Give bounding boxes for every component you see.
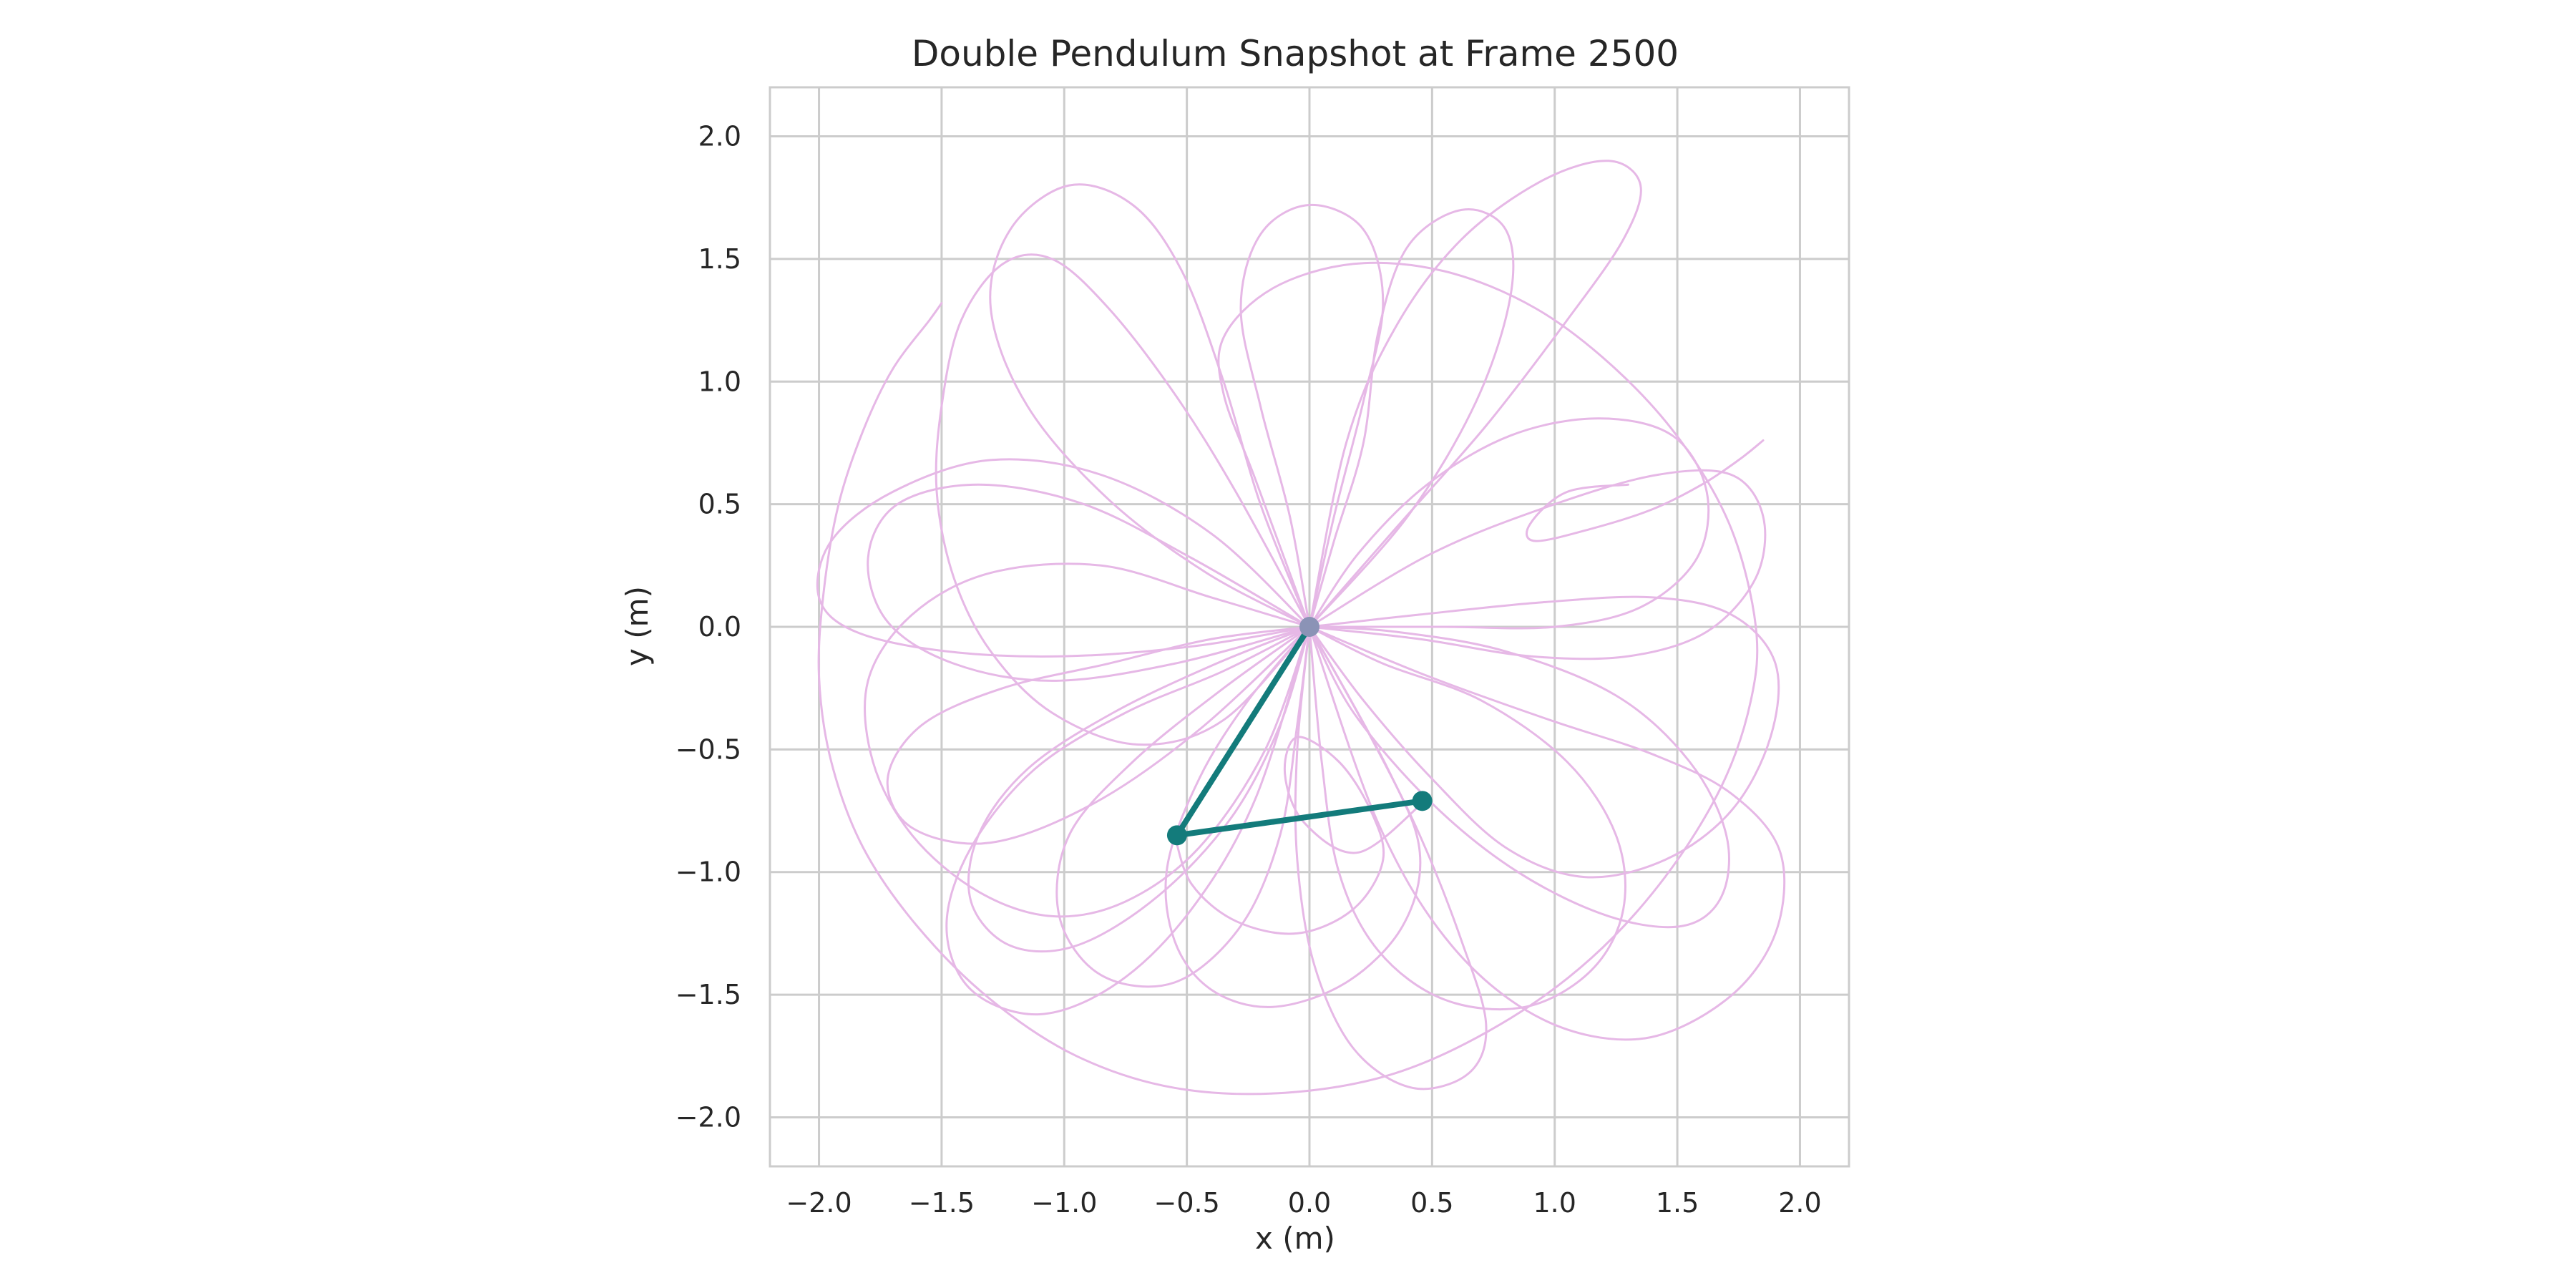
y-tick-label: 2.0 xyxy=(698,121,741,152)
trace-segment xyxy=(945,625,1311,1016)
pendulum-bob xyxy=(1412,791,1433,811)
x-tick-label: −2.0 xyxy=(786,1187,852,1219)
trace-segment xyxy=(816,458,1311,658)
x-tick-label: −1.5 xyxy=(909,1187,975,1219)
x-tick-label: 1.5 xyxy=(1656,1187,1699,1219)
plot-frame xyxy=(769,86,1850,1168)
chart-title: Double Pendulum Snapshot at Frame 2500 xyxy=(912,33,1679,74)
trace-segment xyxy=(864,562,1311,918)
y-tick-label: 0.5 xyxy=(698,489,741,520)
trace-segment xyxy=(817,261,1759,1096)
x-tick-label: 0.5 xyxy=(1410,1187,1453,1219)
pendulum-bob xyxy=(1166,825,1187,846)
pivot-point xyxy=(1299,617,1319,637)
trajectory-trace xyxy=(816,160,1786,1096)
trace-segment xyxy=(1308,625,1626,1010)
trace-segment xyxy=(1308,417,1710,630)
y-tick-label: −1.5 xyxy=(675,979,741,1010)
y-tick-label: 1.5 xyxy=(698,243,741,275)
x-axis-label: x (m) xyxy=(1255,1221,1335,1256)
tick-labels: −2.0 −1.5 −1.0 −0.5 0.0 0.5 1.0 1.5 2.0 −2.0 −1.5 −… xyxy=(675,121,1822,1219)
x-tick-label: −1.0 xyxy=(1031,1187,1097,1219)
y-tick-label: −1.0 xyxy=(675,857,741,888)
trace-segment xyxy=(867,483,1311,682)
x-tick-label: 1.0 xyxy=(1533,1187,1576,1219)
trace-segment xyxy=(1308,208,1515,628)
trace-segment xyxy=(935,253,1311,746)
x-tick-label: −0.5 xyxy=(1153,1187,1219,1219)
y-tick-label: −2.0 xyxy=(675,1101,741,1133)
x-tick-label: 0.0 xyxy=(1288,1187,1331,1219)
y-axis-label: y (m) xyxy=(620,586,655,666)
trace-segment xyxy=(1526,439,1765,542)
trace-segment xyxy=(1239,203,1385,628)
trace-segment xyxy=(967,625,1311,953)
trace-segment xyxy=(886,625,1311,845)
trace-segment xyxy=(1308,625,1786,1041)
y-tick-label: 1.0 xyxy=(698,366,741,397)
trace-segment xyxy=(989,183,1311,628)
trace-segment xyxy=(1055,625,1311,988)
x-tick-label: 2.0 xyxy=(1778,1187,1821,1219)
trace-segment xyxy=(1308,469,1767,660)
pendulum xyxy=(1166,617,1433,846)
y-tick-label: 0.0 xyxy=(698,611,741,643)
y-tick-label: −0.5 xyxy=(675,733,741,765)
trace-segment xyxy=(1308,595,1780,879)
